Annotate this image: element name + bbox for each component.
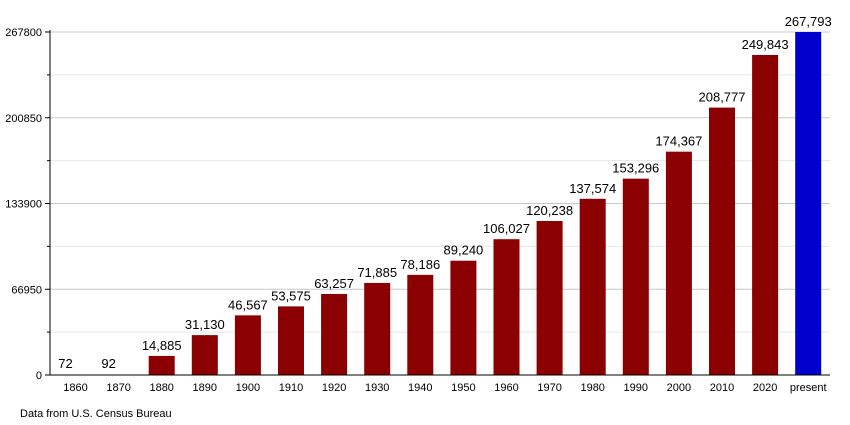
bar-1990: [622, 178, 649, 375]
data-label-1910: 53,575: [271, 288, 311, 303]
x-tick-label: 1900: [236, 382, 260, 394]
bars: [62, 32, 822, 375]
y-tick-label: 267800: [5, 27, 42, 39]
bar-1980: [579, 198, 606, 375]
x-tick-label: 1940: [408, 382, 432, 394]
y-tick-label: 0: [36, 370, 42, 382]
data-label-1880: 14,885: [142, 338, 182, 353]
data-label-1990: 153,296: [612, 161, 659, 176]
x-tick-label: 1890: [193, 382, 217, 394]
bar-1960: [493, 239, 520, 375]
data-label-2000: 174,367: [655, 134, 702, 149]
bar-1890: [191, 335, 218, 375]
x-tick-label: present: [790, 382, 827, 394]
data-label-1970: 120,238: [526, 203, 573, 218]
bar-1900: [234, 315, 261, 375]
x-tick-label: 1960: [494, 382, 518, 394]
data-label-1940: 78,186: [400, 257, 440, 272]
data-label-2020: 249,843: [742, 37, 789, 52]
x-tick-label: 1930: [365, 382, 389, 394]
bar-present: [795, 32, 822, 375]
y-tick-label: 133900: [5, 199, 42, 211]
x-tick-label: 1870: [106, 382, 130, 394]
data-label-1860: 72: [58, 356, 72, 371]
bar-2010: [709, 107, 735, 375]
x-tick-label: 1910: [279, 382, 303, 394]
bar-1910: [278, 306, 304, 375]
data-labels: 72 92 14,88531,13046,56753,57563,25771,885…: [58, 14, 831, 371]
x-tick-label: 1860: [63, 382, 87, 394]
data-label-1890: 31,130: [185, 317, 225, 332]
bar-1930: [364, 282, 391, 375]
bar-1970: [536, 220, 563, 375]
bar-1920: [321, 293, 348, 375]
data-label-1960: 106,027: [483, 221, 530, 236]
data-label-1900: 46,567: [228, 297, 268, 312]
x-tick-label: 2000: [667, 382, 691, 394]
source-note: Data from U.S. Census Bureau: [20, 408, 172, 420]
gridlines: [50, 31, 830, 333]
bar-1940: [407, 274, 434, 375]
y-axis: 0 66950 133900 200850 267800: [5, 27, 51, 382]
data-label-1930: 71,885: [357, 265, 397, 280]
data-label-1980: 137,574: [569, 181, 616, 196]
data-label-1870: 92: [101, 356, 115, 371]
bar-2020: [752, 54, 779, 375]
x-tick-label: 1920: [322, 382, 346, 394]
bar-1950: [450, 260, 477, 375]
data-label-1950: 89,240: [444, 243, 484, 258]
bar-1880: [148, 355, 175, 375]
bar-2000: [665, 151, 692, 375]
y-tick-label: 200850: [5, 113, 42, 125]
y-tick-label: 66950: [11, 284, 42, 296]
x-tick-label: 1950: [451, 382, 475, 394]
x-tick-label: 1970: [537, 382, 561, 394]
x-tick-label: 1880: [149, 382, 173, 394]
data-label-2010: 208,777: [699, 90, 746, 105]
data-label-1920: 63,257: [314, 276, 354, 291]
x-tick-label: 1990: [624, 382, 648, 394]
x-tick-label: 2020: [753, 382, 777, 394]
data-label-present: 267,793: [785, 14, 832, 29]
x-tick-label: 1980: [580, 382, 604, 394]
x-tick-label: 2010: [710, 382, 734, 394]
x-axis: 1860 1870 1880 1890 1900 1910 1920 1930 1940 1950…: [50, 374, 830, 394]
